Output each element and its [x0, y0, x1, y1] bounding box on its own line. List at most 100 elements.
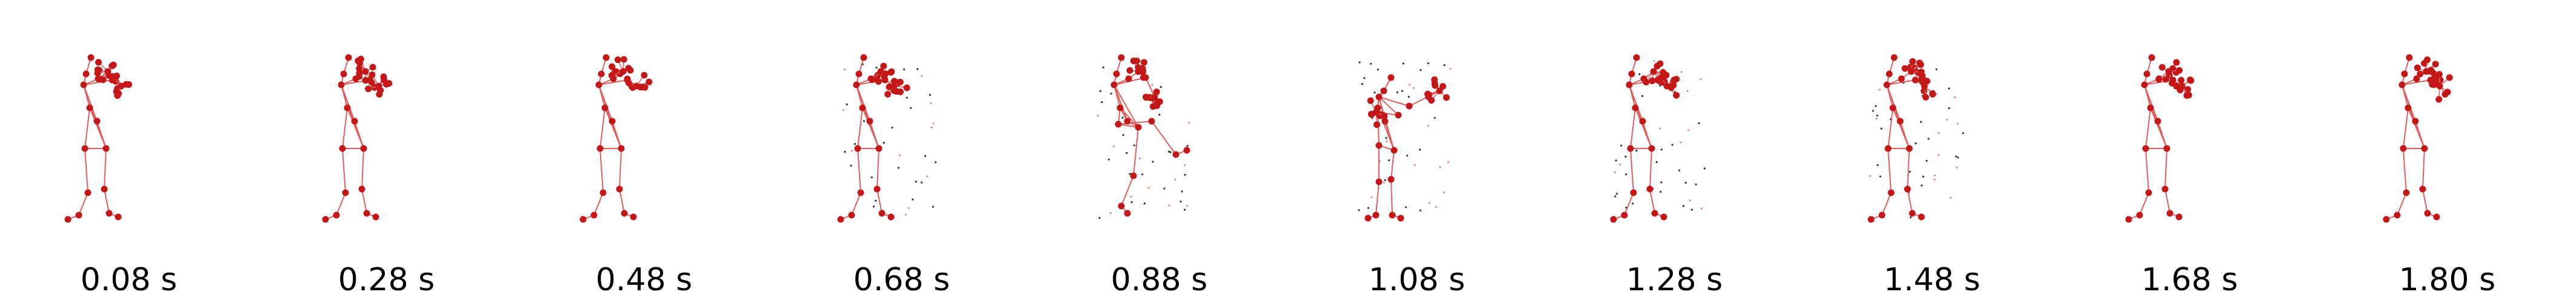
- hand-joint: [2435, 71, 2443, 78]
- skeleton-joint: [859, 104, 866, 112]
- motion-trail-dot: [1869, 175, 1872, 178]
- motion-trail-dot: [850, 164, 852, 167]
- motion-trail-dot: [915, 181, 917, 183]
- pose-frame: 0.48 s: [515, 0, 773, 303]
- skeleton-bone: [104, 188, 110, 214]
- time-label: 1.80 s: [2398, 262, 2496, 298]
- skeleton-bone: [78, 192, 88, 216]
- skeleton-bone: [599, 107, 606, 149]
- skeleton-joint: [1648, 145, 1655, 152]
- hand-joint: [2158, 64, 2166, 71]
- skeleton-joint: [2427, 76, 2434, 84]
- pose-frame: 1.08 s: [1288, 0, 1546, 303]
- skeleton-bone: [104, 148, 107, 190]
- skeleton-figure: [1358, 61, 1452, 222]
- skeleton-joint: [95, 75, 102, 82]
- hand-joint: [1432, 82, 1439, 89]
- skeleton-joint: [340, 70, 347, 78]
- skeleton-joint: [1110, 81, 1118, 88]
- motion-trail-dot: [930, 126, 933, 128]
- skeleton-joint: [1375, 178, 1383, 185]
- skeleton-joint: [633, 82, 640, 90]
- motion-trail-dot: [1183, 164, 1186, 167]
- skeleton-joint: [848, 211, 855, 219]
- motion-trail-dot: [891, 126, 893, 129]
- motion-trail-dot: [1653, 60, 1655, 62]
- skeleton-joint: [1918, 213, 1925, 221]
- skeleton-joint: [2161, 185, 2169, 193]
- motion-trail-dot: [1957, 156, 1959, 159]
- motion-trail-dot: [1385, 137, 1387, 139]
- skeleton-bone: [1881, 192, 1892, 216]
- skeleton-joint: [1884, 145, 1892, 152]
- skeleton-joint: [2404, 104, 2412, 112]
- hand-joint: [1425, 93, 1432, 101]
- skeleton-joint: [2178, 82, 2186, 90]
- skeleton-joint: [363, 210, 370, 217]
- motion-trail-dot: [1682, 205, 1684, 207]
- skeleton-joint: [375, 82, 382, 90]
- motion-trail-dot: [1949, 197, 1952, 199]
- hand-joint: [94, 70, 101, 77]
- skeleton-bone: [599, 148, 604, 193]
- skeleton-joint: [2154, 118, 2161, 125]
- skeleton-bone: [2145, 107, 2151, 149]
- motion-trail-dot: [1660, 181, 1663, 184]
- skeleton-joint: [1632, 104, 1639, 112]
- motion-trail-dot: [1678, 169, 1681, 171]
- pose-frame: 0.28 s: [258, 0, 515, 303]
- hand-joint: [2187, 77, 2195, 84]
- hand-joint: [382, 81, 390, 88]
- motion-trail-dot: [1147, 187, 1150, 189]
- skeleton-joint: [345, 54, 352, 61]
- skeleton-joint: [2143, 70, 2151, 78]
- skeleton-bone: [2164, 148, 2167, 190]
- skeleton-joint: [618, 145, 625, 152]
- skeleton-joint: [860, 54, 867, 61]
- motion-trail-dot: [1427, 62, 1430, 64]
- motion-trail-dot: [1130, 201, 1133, 204]
- skeleton-bone: [2407, 107, 2425, 149]
- motion-trail-dot: [1948, 87, 1950, 90]
- hand-joint: [1126, 67, 1133, 74]
- skeleton-joint: [1654, 76, 1661, 84]
- motion-trail-dot: [1419, 148, 1421, 151]
- time-label: 1.68 s: [2141, 262, 2238, 298]
- skeleton-joint: [1118, 202, 1125, 210]
- skeleton-joint: [2169, 76, 2177, 84]
- motion-trail-dot: [1358, 61, 1361, 64]
- skeleton-bone: [361, 188, 367, 214]
- motion-trail-dot: [1632, 202, 1634, 205]
- motion-trail-dot: [1138, 157, 1141, 160]
- hand-joint: [1367, 97, 1374, 104]
- motion-trail-dot: [1383, 181, 1385, 184]
- skeleton-bone: [1887, 107, 1894, 149]
- skeleton-bone: [361, 148, 364, 190]
- motion-trail-dot: [1151, 84, 1153, 86]
- skeleton-joint: [599, 189, 607, 196]
- skeleton-bone: [2139, 192, 2149, 216]
- skeleton-joint: [1387, 176, 1395, 183]
- motion-trail-dot: [904, 213, 907, 216]
- skeleton-joint: [610, 75, 617, 82]
- motion-trail-dot: [906, 96, 908, 99]
- hand-joint: [614, 56, 621, 64]
- hand-joint: [2432, 61, 2439, 68]
- motion-trail-dot: [1370, 62, 1372, 65]
- hand-joint: [369, 71, 376, 78]
- skeleton-bone: [1887, 148, 1892, 193]
- motion-trail-dot: [1875, 105, 1877, 107]
- skeleton-joint: [1381, 118, 1389, 125]
- skeleton-joint: [2136, 211, 2143, 219]
- skeleton-joint: [1610, 216, 1617, 223]
- motion-trail-dot: [1107, 158, 1110, 161]
- skeleton-joint: [1380, 87, 1387, 95]
- skeleton-joint: [881, 76, 889, 84]
- motion-trail-dot: [863, 120, 866, 122]
- skeleton-bone: [1113, 84, 1128, 122]
- skeleton-joint: [2165, 68, 2172, 75]
- skeleton-joint: [1912, 76, 1919, 84]
- skeleton-joint: [1628, 70, 1635, 78]
- motion-trail-dot: [1689, 199, 1692, 202]
- skeleton-joint: [342, 189, 349, 196]
